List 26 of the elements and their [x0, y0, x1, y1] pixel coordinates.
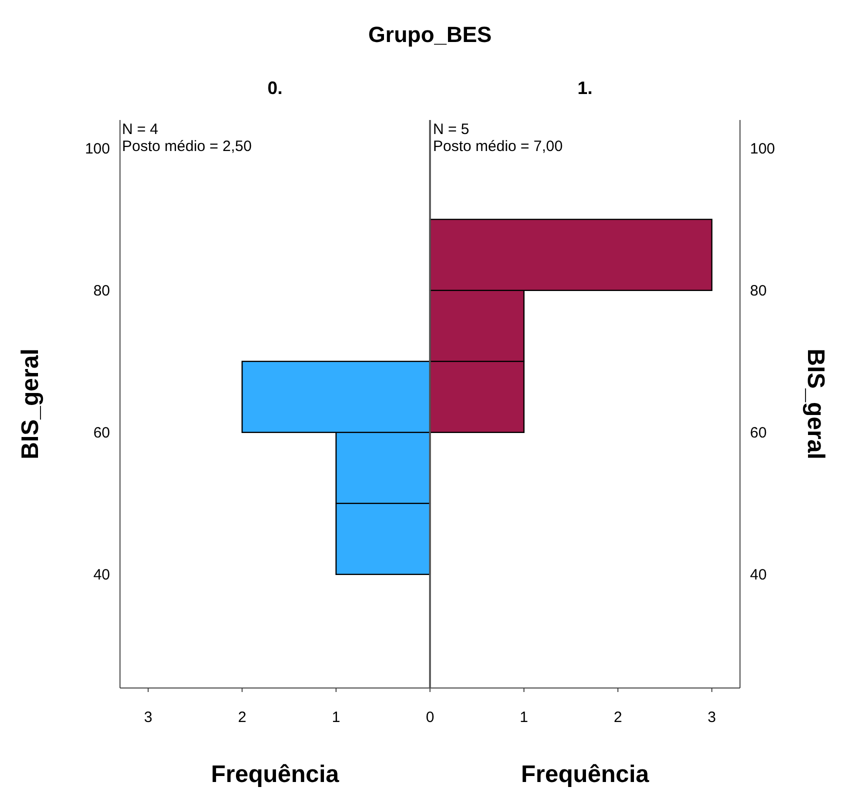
- x-tick-label: 0: [426, 709, 434, 726]
- y-tick-label: 60: [93, 424, 110, 442]
- y-axis-title: BIS_geral: [802, 348, 829, 460]
- x-tick-label: 3: [144, 709, 152, 726]
- x-tick-label: 1: [520, 709, 528, 726]
- y-tick-label: 40: [750, 566, 767, 584]
- chart-subtitle: 0.: [267, 78, 283, 98]
- x-tick-label: 2: [614, 709, 622, 726]
- y-tick-label: 60: [750, 424, 767, 442]
- annotation: Posto médio = 7,00: [433, 138, 563, 155]
- y-tick-label: 100: [84, 140, 110, 158]
- annotation: N = 5: [433, 121, 470, 138]
- y-tick-label: 100: [750, 140, 776, 158]
- y-tick-label: 40: [93, 566, 110, 584]
- chart-subtitle: 1.: [577, 78, 593, 98]
- annotation: N = 4: [122, 121, 158, 138]
- y-tick-label: 80: [93, 282, 110, 300]
- y-tick-label: 80: [750, 282, 767, 300]
- chart-title: Grupo_BES: [368, 22, 492, 47]
- x-tick-label: 2: [238, 709, 246, 726]
- x-axis-title: Frequência: [520, 761, 650, 788]
- x-tick-label: 1: [332, 709, 340, 726]
- annotation: Posto médio = 2,50: [122, 138, 252, 155]
- x-axis-title: Frequência: [210, 761, 340, 788]
- x-tick-label: 3: [708, 709, 716, 726]
- y-axis-title: BIS_geral: [17, 348, 44, 460]
